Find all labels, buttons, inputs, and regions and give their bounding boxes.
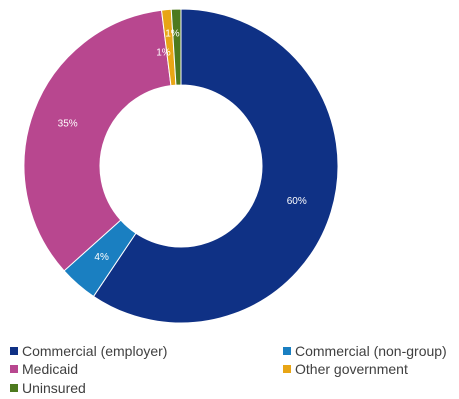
- legend-swatch: [283, 347, 291, 355]
- legend-label: Other government: [295, 361, 408, 377]
- legend-swatch: [10, 384, 18, 392]
- slice-commercial-employer: [92, 8, 339, 324]
- legend-item-medicaid: Medicaid: [10, 361, 78, 377]
- donut-labels: 60% 4% 35% 1% 1%: [58, 29, 307, 263]
- slice-uninsured: [170, 8, 182, 86]
- legend-swatch: [10, 347, 18, 355]
- data-label-other-government: 1%: [156, 48, 171, 59]
- slice-medicaid: [23, 9, 172, 272]
- legend-item-other-government: Other government: [283, 361, 408, 377]
- legend-item-uninsured: Uninsured: [10, 380, 86, 396]
- donut-chart: 60% 4% 35% 1% 1%: [23, 8, 339, 324]
- data-label-commercial-non-group: 4%: [94, 252, 109, 263]
- legend-label: Commercial (non-group): [295, 343, 447, 359]
- legend-item-commercial-non-group: Commercial (non-group): [283, 343, 447, 359]
- legend-label: Uninsured: [22, 380, 86, 396]
- legend-swatch: [10, 365, 18, 373]
- chart-legend: Commercial (employer) Commercial (non-gr…: [0, 339, 459, 399]
- legend-item-commercial-employer: Commercial (employer): [10, 343, 167, 359]
- legend-swatch: [283, 365, 291, 373]
- data-label-commercial-employer: 60%: [287, 196, 307, 207]
- legend-label: Commercial (employer): [22, 343, 168, 359]
- donut-slices: [23, 8, 339, 324]
- data-label-medicaid: 35%: [58, 118, 78, 129]
- legend-label: Medicaid: [22, 361, 79, 377]
- data-label-uninsured: 1%: [165, 29, 180, 40]
